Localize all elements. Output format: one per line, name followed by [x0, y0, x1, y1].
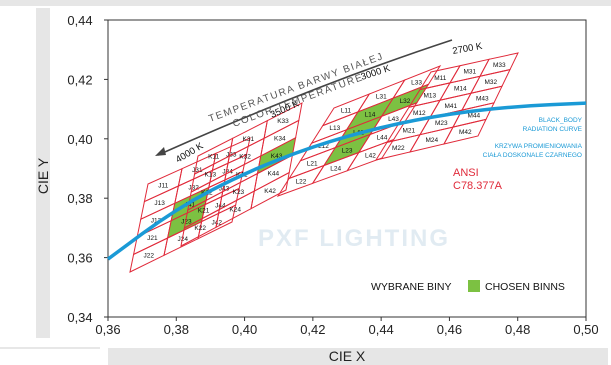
bin-label-k31: K31	[243, 136, 255, 143]
bin-label-l14: L14	[364, 112, 375, 119]
bin-label-j44: J44	[215, 202, 226, 209]
ansi-label-2: C78.377A	[453, 180, 503, 192]
bin-label-l43: L43	[388, 116, 399, 123]
bin-label-m23: M23	[435, 120, 448, 127]
legend-item: CHOSEN BINNS	[485, 281, 565, 293]
bin-label-k24: K24	[229, 207, 241, 214]
bin-label-j31: J31	[192, 167, 203, 174]
x-tick-label: 0,38	[164, 322, 189, 337]
bin-k42	[250, 171, 290, 210]
bin-label-l31: L31	[376, 94, 387, 101]
y-tick-label: 0,40	[67, 132, 92, 147]
curve-label-pl-2: CIAŁA DOSKONALE CZARNEGO	[483, 152, 582, 159]
bin-label-m41: M41	[444, 103, 457, 110]
bin-label-l42: L42	[365, 153, 376, 160]
bin-label-m32: M32	[484, 79, 497, 86]
ansi-label-1: ANSI	[453, 167, 479, 179]
bin-label-l23: L23	[342, 148, 353, 155]
bin-label-k44: K44	[268, 171, 280, 178]
bin-label-m12: M12	[413, 110, 426, 117]
bin-label-k33: K33	[277, 118, 289, 125]
x-tick-label: 0,42	[300, 322, 325, 337]
bin-label-j34: J34	[222, 169, 233, 176]
x-tick-label: 0,46	[437, 322, 462, 337]
bin-label-k42: K42	[264, 188, 276, 195]
bin-label-j22: J22	[144, 252, 155, 259]
bin-label-l32: L32	[400, 98, 411, 105]
bin-label-m13: M13	[423, 93, 436, 100]
bin-label-l12: L12	[318, 143, 329, 150]
bin-m42	[443, 118, 487, 145]
bin-label-m33: M33	[493, 62, 506, 69]
bin-label-j11: J11	[158, 183, 168, 190]
bin-label-m21: M21	[402, 127, 415, 134]
cct-label-2700: 2700 K	[452, 41, 484, 57]
bin-label-k13: K13	[205, 172, 217, 179]
x-axis-label: CIE X	[329, 348, 366, 364]
y-tick-label: 0,44	[67, 13, 92, 28]
y-tick-label: 0,42	[67, 72, 92, 87]
curve-label-en-1: BLACK_BODY	[539, 117, 583, 124]
bin-label-m31: M31	[463, 69, 476, 76]
yaxis-band	[36, 8, 50, 338]
bin-label-j21: J21	[147, 235, 158, 242]
bin-label-l21: L21	[307, 161, 318, 168]
legend-swatch	[468, 280, 480, 292]
bin-label-m11: M11	[434, 75, 447, 82]
x-tick-label: 0,44	[368, 322, 393, 337]
bin-label-m43: M43	[476, 96, 489, 103]
x-tick-label: 0,48	[505, 322, 530, 337]
watermark: PXF LIGHTING	[258, 225, 450, 252]
bin-l42	[346, 138, 395, 172]
bin-label-l44: L44	[377, 134, 388, 141]
bin-label-l24: L24	[330, 166, 341, 173]
bin-label-m14: M14	[454, 86, 467, 93]
bin-label-j41: J41	[185, 202, 196, 209]
y-tick-label: 0,36	[67, 251, 92, 266]
y-axis-label: CIE Y	[35, 157, 51, 194]
bin-j42	[197, 204, 237, 240]
bin-label-k43: K43	[271, 153, 283, 160]
bin-label-j13: J13	[154, 200, 165, 207]
y-tick-label: 0,38	[67, 191, 92, 206]
bin-label-m22: M22	[392, 145, 405, 152]
x-tick-label: 0,50	[573, 322, 598, 337]
bin-label-m42: M42	[459, 129, 472, 136]
bin-label-l22: L22	[296, 178, 307, 185]
bin-label-k21: K21	[198, 207, 210, 214]
bin-label-l13: L13	[329, 125, 340, 132]
bin-label-j12: J12	[151, 218, 162, 225]
legend-prefix: WYBRANE BINY	[371, 281, 452, 293]
bin-label-l33: L33	[411, 80, 422, 87]
plot-area	[107, 19, 587, 318]
bin-label-j24: J24	[178, 236, 189, 243]
x-axis-ticks: 0,36 0,38 0,40 0,42 0,44 0,46 0,48 0,50	[95, 317, 599, 337]
color-temperature-arrow	[157, 39, 453, 156]
bin-label-k23: K23	[233, 189, 245, 196]
bin-label-k22: K22	[194, 225, 206, 232]
bin-label-m24: M24	[425, 137, 438, 144]
bin-label-k34: K34	[274, 136, 286, 143]
top-band	[0, 0, 611, 6]
bin-label-j32: J32	[188, 184, 199, 191]
bin-label-k11: K11	[208, 154, 219, 161]
curve-label-en-2: RADIATION CURVE	[523, 126, 583, 133]
bin-label-l11: L11	[341, 107, 352, 114]
xaxis-band	[108, 348, 608, 365]
y-tick-label: 0,34	[67, 310, 92, 325]
bin-label-m44: M44	[467, 112, 480, 119]
bin-label-k32: K32	[239, 154, 251, 161]
bin-label-j23: J23	[181, 219, 192, 226]
y-axis-ticks: 0,34 0,36 0,38 0,40 0,42 0,44	[67, 13, 108, 325]
x-tick-label: 0,40	[232, 322, 257, 337]
arrow-head-icon	[155, 147, 166, 156]
x-tick-label: 0,36	[95, 322, 120, 337]
blackbody-curve	[106, 101, 587, 261]
curve-label-pl-1: KRZYWA PROMIENIOWANIA	[495, 143, 583, 150]
bin-label-j43: J43	[219, 186, 230, 193]
